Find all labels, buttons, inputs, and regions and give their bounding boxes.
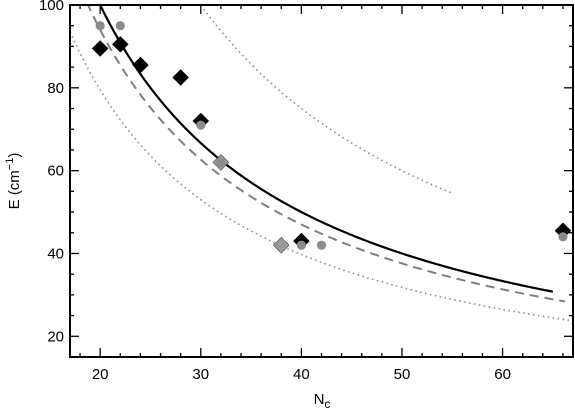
y-tick-label: 100 — [39, 0, 64, 14]
circle-point — [316, 240, 327, 250]
x-axis-title-main: N — [314, 391, 325, 408]
x-tick-label: 50 — [394, 366, 411, 383]
y-axis-title-main: E (cm — [6, 170, 23, 209]
plot-background — [70, 5, 573, 357]
y-tick-labels: 20 40 60 80 100 — [39, 0, 64, 345]
curve-dashed — [87, 5, 566, 303]
circle-point — [296, 240, 306, 250]
axis-ticks — [70, 4, 573, 357]
y-tick-label: 20 — [47, 328, 64, 345]
y-tick-label: 40 — [47, 245, 64, 262]
diamond-point — [172, 69, 190, 86]
y-axis-title: E (cm−1) — [4, 153, 23, 210]
y-axis-title-close: ) — [6, 153, 23, 158]
y-tick-label: 60 — [47, 163, 64, 180]
diamond-point — [111, 35, 129, 53]
circle-point — [216, 157, 226, 167]
x-tick-label: 40 — [293, 366, 310, 383]
x-tick-labels: 20 30 40 50 60 — [92, 366, 511, 383]
diamond-point — [272, 236, 290, 254]
circle-point — [196, 120, 206, 130]
fit-curves — [70, 5, 573, 322]
diamond-point — [91, 40, 109, 57]
x-tick-label: 30 — [192, 366, 209, 383]
circle-point — [115, 21, 125, 31]
x-axis-title-subscript: c — [324, 397, 330, 410]
curve-solid — [98, 5, 554, 293]
diamond-point — [132, 56, 149, 74]
curve-dotted — [70, 31, 573, 322]
y-tick-label: 80 — [47, 80, 64, 97]
x-axis-title: Nc — [314, 391, 331, 410]
x-tick-label: 60 — [494, 366, 511, 383]
y-axis-title-superscript: −1 — [4, 158, 16, 171]
x-tick-label: 20 — [92, 366, 109, 383]
circle-point — [95, 21, 105, 31]
data-points — [91, 21, 572, 254]
circle-point — [558, 232, 568, 242]
